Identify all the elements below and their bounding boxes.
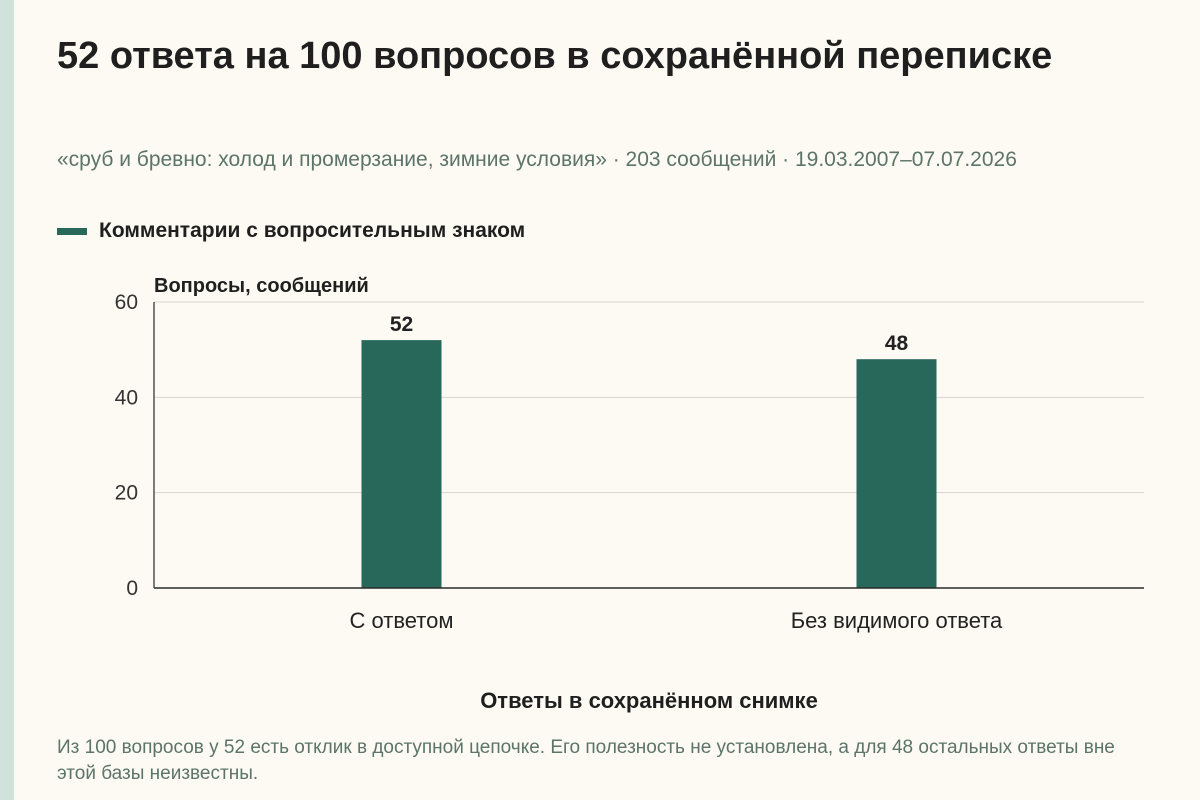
y-tick-label: 60	[115, 291, 138, 314]
y-tick-label: 0	[126, 577, 138, 600]
legend-label: Комментарии с вопросительным знаком	[99, 219, 526, 242]
bar	[856, 359, 937, 588]
chart-subtitle: «сруб и бревно: холод и промерзание, зим…	[57, 148, 1017, 171]
y-tick-label: 20	[115, 482, 138, 505]
legend-swatch	[57, 227, 87, 235]
bar-value-label: 52	[390, 313, 413, 336]
y-tick-label: 40	[115, 386, 138, 409]
bar	[361, 340, 442, 588]
x-tick-label: Без видимого ответа	[791, 608, 1003, 633]
bar-value-label: 48	[885, 332, 909, 355]
footnote: Из 100 вопросов у 52 есть отклик в досту…	[57, 737, 1115, 784]
x-axis-label: Ответы в сохранённом снимке	[480, 688, 818, 713]
chart-title: 52 ответа на 100 вопросов в сохранённой …	[57, 35, 1053, 77]
accent-strip	[0, 0, 14, 800]
y-axis-label: Вопросы, сообщений	[154, 275, 369, 297]
x-tick-label: С ответом	[350, 608, 454, 633]
legend: Комментарии с вопросительным знаком	[57, 219, 525, 243]
